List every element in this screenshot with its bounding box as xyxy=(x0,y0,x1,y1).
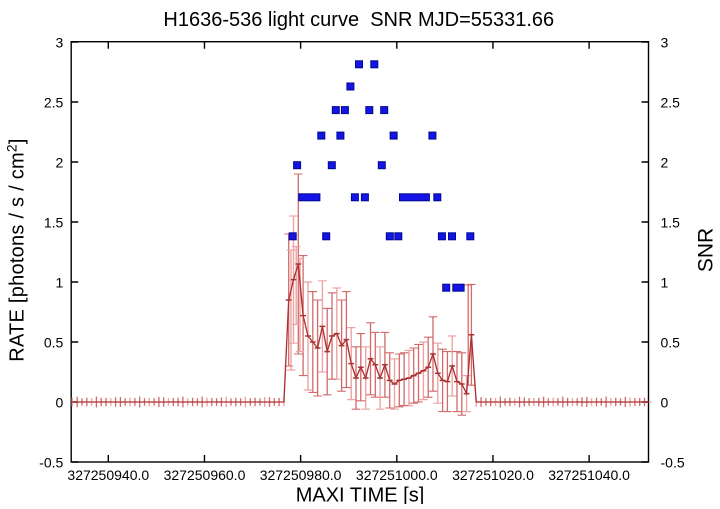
svg-text:3: 3 xyxy=(56,35,64,51)
svg-text:0: 0 xyxy=(56,395,64,411)
svg-text:2: 2 xyxy=(56,155,64,171)
svg-text:0: 0 xyxy=(661,395,669,411)
svg-text:0.5: 0.5 xyxy=(661,335,681,351)
svg-text:327250980.0: 327250980.0 xyxy=(260,467,342,483)
svg-text:3: 3 xyxy=(661,35,669,51)
svg-text:1: 1 xyxy=(661,275,669,291)
svg-text:MAXI TIME [s]: MAXI TIME [s] xyxy=(296,484,425,504)
svg-text:-0.5: -0.5 xyxy=(39,455,63,471)
svg-text:-0.5: -0.5 xyxy=(661,455,685,471)
svg-text:327250960.0: 327250960.0 xyxy=(164,467,246,483)
svg-text:327250940.0: 327250940.0 xyxy=(67,467,149,483)
svg-text:1.5: 1.5 xyxy=(661,215,681,231)
svg-text:327251000.0: 327251000.0 xyxy=(356,467,438,483)
svg-text:0.5: 0.5 xyxy=(44,335,64,351)
svg-text:2.5: 2.5 xyxy=(661,95,681,111)
svg-text:2: 2 xyxy=(661,155,669,171)
svg-text:SNR: SNR xyxy=(695,228,718,272)
svg-text:327251020.0: 327251020.0 xyxy=(452,467,534,483)
svg-text:H1636-536 light curve SNR MJD: H1636-536 light curve SNR MJD=55331.66 xyxy=(163,9,554,31)
svg-text:RATE [photons / s / cm2]: RATE [photons / s / cm2] xyxy=(4,138,29,362)
svg-text:1: 1 xyxy=(56,275,64,291)
svg-text:1.5: 1.5 xyxy=(44,215,64,231)
svg-text:327251040.0: 327251040.0 xyxy=(548,467,630,483)
svg-text:2.5: 2.5 xyxy=(44,95,64,111)
